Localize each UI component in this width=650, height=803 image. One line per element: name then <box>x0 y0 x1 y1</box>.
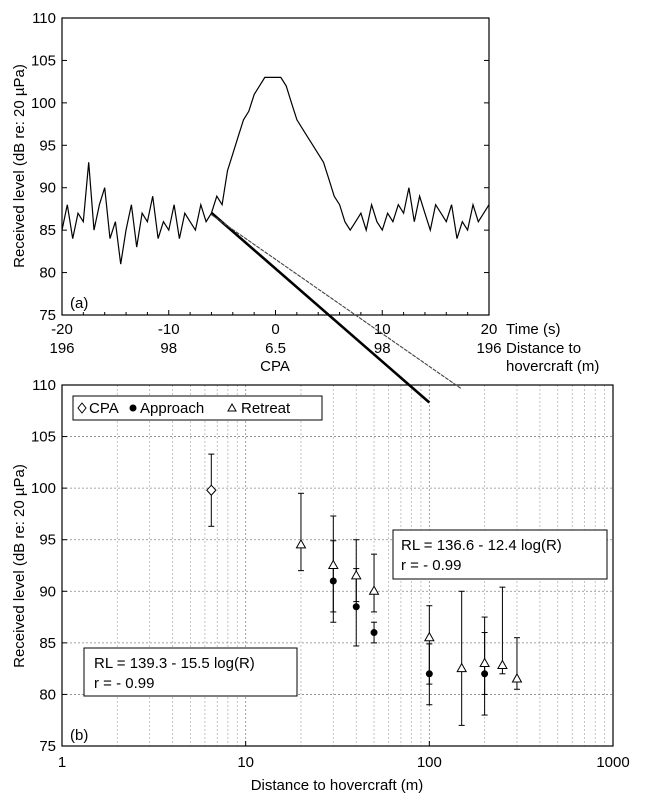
panel-a-y-tick-label: 95 <box>39 137 56 154</box>
panel-a-x-row3-title: hovercraft (m) <box>506 358 599 375</box>
legend-approach-label: Approach <box>140 400 204 417</box>
retreat-point <box>327 559 339 569</box>
panel-a-y-axis-title: Received level (dB re: 20 µPa) <box>11 64 28 268</box>
approach-point <box>370 629 378 637</box>
panel-a-x-time-label: -20 <box>51 321 73 338</box>
panel-b-x-tick-label: 1 <box>58 754 66 771</box>
approach-point <box>352 603 360 611</box>
panel-a-x-distance-label: 196 <box>476 340 501 357</box>
legend-box <box>72 395 323 421</box>
panel-a-y-tick-label: 110 <box>32 10 56 27</box>
retreat-point <box>423 631 435 642</box>
approach-equation-box: RL = 139.3 - 15.5 log(R) r = - 0.99 <box>83 647 298 697</box>
retreat-point <box>479 657 490 667</box>
retreat-point <box>295 538 307 549</box>
retreat-equation: RL = 136.6 - 12.4 log(R) <box>401 537 562 554</box>
panel-b-points <box>206 453 523 726</box>
panel-a-x-row2-title: Distance to <box>506 340 581 357</box>
panel-b-letter: (b) <box>70 727 88 744</box>
panel-b-regression-lines <box>210 211 462 404</box>
panel-b-y-tick-label: 100 <box>31 480 56 497</box>
panel-a-y-tick-label: 105 <box>31 52 56 69</box>
panel-b-y-tick-label: 85 <box>39 635 56 652</box>
approach-equation-frame <box>83 647 298 697</box>
panel-a: 75 80 85 90 95 100 105 110 -20 196 -10 98 0 6.5 10 98 2… <box>11 10 599 375</box>
retreat-r-value: r = - 0.99 <box>401 557 461 574</box>
panel-a-letter: (a) <box>70 295 88 312</box>
legend-cpa-marker <box>77 402 87 414</box>
panel-b-x-tick-label: 10 <box>237 754 254 771</box>
panel-b-x-ticks: 1 10 100 1000 <box>58 741 630 771</box>
panel-a-x-time-label: -10 <box>158 321 180 338</box>
panel-a-x-ticks: -20 196 -10 98 0 6.5 10 98 20 196 <box>49 310 502 357</box>
legend: CPA Approach Retreat <box>72 395 323 421</box>
approach-equation: RL = 139.3 - 15.5 log(R) <box>94 655 255 672</box>
cpa-point <box>206 484 217 496</box>
panel-a-y-tick-label: 90 <box>39 180 56 197</box>
legend-cpa-label: CPA <box>89 400 119 417</box>
panel-a-x-time-label: 10 <box>374 321 391 338</box>
panel-a-cpa-label: CPA <box>260 358 290 375</box>
panel-a-y-axis-title-text: Received level (dB re: 20 µPa) <box>11 64 28 268</box>
approach-r-value: r = - 0.99 <box>94 675 154 692</box>
legend-retreat-marker <box>227 402 237 412</box>
panel-a-x-row1-title: Time (s) <box>506 321 560 338</box>
panel-b-x-axis-title: Distance to hovercraft (m) <box>251 777 424 794</box>
retreat-point <box>350 569 362 580</box>
panel-a-x-distance-label: 196 <box>49 340 74 357</box>
retreat-equation-box: RL = 136.6 - 12.4 log(R) r = - 0.99 <box>392 529 608 580</box>
panel-b-y-tick-label: 80 <box>39 686 56 703</box>
panel-a-x-time-label: 0 <box>271 321 279 338</box>
panel-a-y-tick-label: 75 <box>39 307 56 324</box>
panel-b-y-ticks: 75 80 85 90 95 100 105 110 <box>31 377 67 755</box>
legend-retreat-label: Retreat <box>241 400 291 417</box>
panel-b-y-tick-label: 90 <box>39 583 56 600</box>
panel-a-x-distance-label: 98 <box>374 340 391 357</box>
panel-b-y-tick-label: 95 <box>39 532 56 549</box>
retreat-point <box>497 659 508 670</box>
panel-a-x-time-label: 20 <box>481 321 498 338</box>
panel-a-x-distance-label: 98 <box>160 340 177 357</box>
retreat-point <box>456 662 468 673</box>
panel-a-y-tick-label: 85 <box>39 222 56 239</box>
approach-regression-line <box>210 211 431 404</box>
panel-b-x-tick-label: 100 <box>417 754 442 771</box>
retreat-point <box>368 585 380 595</box>
panel-a-y-tick-label: 100 <box>31 95 56 112</box>
retreat-regression-line <box>210 214 462 390</box>
panel-a-plot-frame <box>61 17 490 316</box>
panel-b-y-axis-title: Received level (dB re: 20 µPa) <box>11 464 28 668</box>
panel-b-y-tick-label: 110 <box>32 377 56 394</box>
panel-b-y-tick-label: 75 <box>39 738 56 755</box>
panel-b-y-axis-title-text: Received level (dB re: 20 µPa) <box>11 464 28 668</box>
panel-a-series-line <box>61 76 490 265</box>
panel-a-x-distance-label: 6.5 <box>265 340 286 357</box>
panel-b-x-tick-label: 1000 <box>596 754 629 771</box>
legend-approach-marker <box>129 404 137 412</box>
panel-a-y-ticks: 75 80 85 90 95 100 105 110 <box>31 10 489 324</box>
panel-b-y-tick-label: 105 <box>31 429 56 446</box>
retreat-equation-frame <box>392 529 608 580</box>
retreat-point <box>511 672 523 683</box>
panel-b-plot-frame <box>61 384 614 747</box>
panel-a-y-tick-label: 80 <box>39 265 56 282</box>
